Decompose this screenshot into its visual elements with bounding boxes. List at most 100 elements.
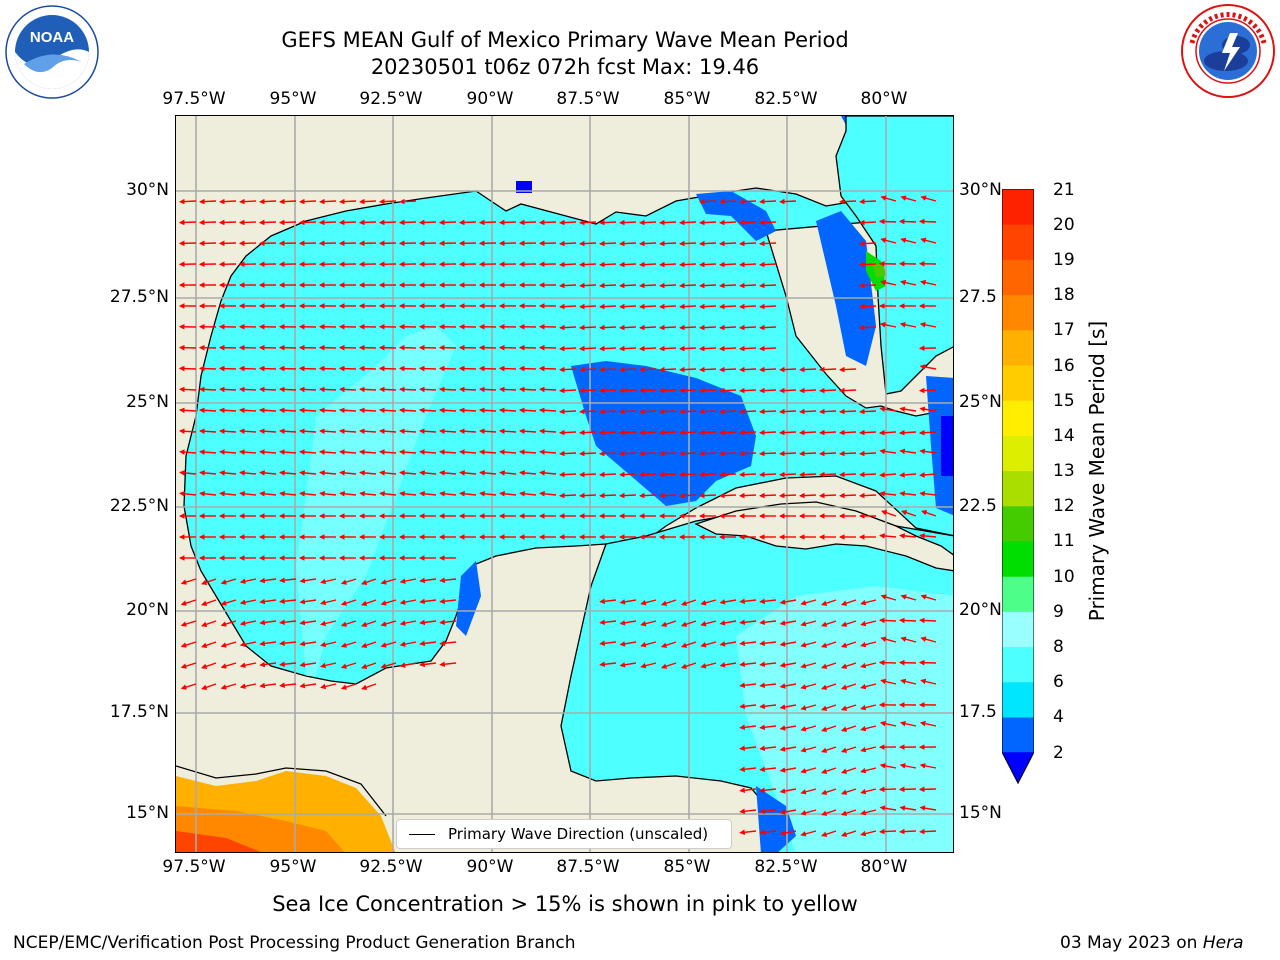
wave-arrow xyxy=(558,303,577,310)
wave-arrow xyxy=(378,449,397,455)
wave-arrow xyxy=(378,386,397,393)
wave-arrow xyxy=(478,386,497,393)
colorbar-tick: 12 xyxy=(1053,496,1075,516)
colorbar-tick: 2 xyxy=(1053,743,1064,763)
wave-arrow xyxy=(558,408,577,415)
wave-arrow xyxy=(738,303,757,310)
wave-arrow xyxy=(758,366,777,373)
wave-arrow xyxy=(858,429,877,436)
pale-region xyxy=(736,586,953,852)
wave-arrow xyxy=(638,345,657,352)
wave-arrow xyxy=(678,282,697,289)
wave-arrow xyxy=(698,366,717,373)
wave-arrow xyxy=(618,303,637,310)
wave-arrow xyxy=(220,641,237,648)
wave-arrow xyxy=(739,724,757,731)
wave-arrow xyxy=(598,345,617,352)
wave-arrow xyxy=(779,641,797,647)
wave-arrow xyxy=(779,767,797,773)
wave-arrow xyxy=(658,324,677,331)
wave-arrow xyxy=(458,449,477,455)
wave-arrow xyxy=(900,594,917,601)
wave-arrow xyxy=(518,219,537,226)
wave-arrow xyxy=(419,470,437,476)
wave-arrow xyxy=(438,428,457,435)
wave-arrow xyxy=(779,662,797,668)
wave-arrow xyxy=(239,490,257,497)
wave-arrow xyxy=(201,599,217,606)
wave-arrow xyxy=(700,662,717,669)
wave-arrow xyxy=(319,470,337,476)
wave-arrow xyxy=(180,683,197,690)
wave-arrow xyxy=(201,620,217,627)
wave-arrow xyxy=(259,661,277,668)
colorbar-tick: 13 xyxy=(1053,461,1075,481)
wave-arrow xyxy=(779,683,797,689)
wave-arrow xyxy=(759,724,777,731)
wave-arrow xyxy=(718,240,737,247)
wave-arrow xyxy=(898,429,917,436)
wave-arrow xyxy=(840,641,857,648)
wave-arrow xyxy=(698,429,717,436)
wave-arrow xyxy=(860,599,877,606)
wave-arrow xyxy=(678,261,697,268)
wave-arrow xyxy=(738,198,757,205)
wave-arrow xyxy=(660,641,677,648)
wave-arrow xyxy=(519,490,537,497)
wave-arrow xyxy=(380,599,397,606)
chart-title-line1: GEFS MEAN Gulf of Mexico Primary Wave Me… xyxy=(281,28,849,52)
wave-arrow xyxy=(919,472,937,478)
wave-arrow xyxy=(838,408,857,415)
colorbar-segment xyxy=(1002,541,1034,577)
wave-arrow xyxy=(698,492,717,499)
wave-arrow xyxy=(838,198,857,205)
wave-arrow xyxy=(759,640,777,647)
wave-arrow xyxy=(798,450,817,457)
wave-arrow xyxy=(258,428,277,435)
wave-arrow xyxy=(860,662,877,669)
wave-arrow xyxy=(578,366,597,373)
wave-arrow xyxy=(218,449,237,455)
wave-arrow xyxy=(718,492,737,499)
wave-arrow xyxy=(498,428,517,435)
wave-arrow xyxy=(678,387,697,394)
wave-arrow xyxy=(279,640,297,647)
wave-arrow xyxy=(879,322,897,328)
wave-arrow xyxy=(658,408,677,415)
wave-arrow xyxy=(918,659,937,666)
wave-arrow xyxy=(879,472,897,478)
wave-arrow xyxy=(618,282,637,289)
wave-arrow xyxy=(738,324,757,331)
wave-arrow xyxy=(800,809,817,816)
wave-arrow xyxy=(840,809,857,816)
wave-arrow xyxy=(759,598,777,605)
wave-arrow xyxy=(338,219,357,226)
under-range-patch xyxy=(941,416,953,476)
wave-arrow xyxy=(718,408,737,415)
wave-arrow xyxy=(201,683,217,690)
wave-arrow xyxy=(618,366,637,373)
lat-tick-right: 30°N xyxy=(959,180,1002,200)
wave-arrow xyxy=(739,829,757,836)
colorbar-title: Primary Wave Mean Period [s] xyxy=(1085,320,1109,622)
wave-arrow xyxy=(258,449,277,455)
wave-arrow xyxy=(598,408,617,415)
wave-arrow xyxy=(439,577,457,584)
wave-arrow xyxy=(879,533,897,539)
wave-arrow xyxy=(898,659,917,666)
wave-arrow xyxy=(598,324,617,331)
wave-arrow xyxy=(759,766,777,773)
wave-arrow xyxy=(238,386,257,393)
wave-arrow xyxy=(618,261,637,268)
wave-arrow xyxy=(919,720,937,727)
wave-arrow xyxy=(359,470,377,476)
wave-arrow xyxy=(759,745,777,752)
wave-arrow xyxy=(578,303,597,310)
wave-arrow xyxy=(920,279,937,286)
lon-tick-bottom: 82.5°W xyxy=(754,857,818,877)
map-panel: Primary Wave Direction (unscaled) xyxy=(175,115,954,853)
wave-arrow xyxy=(638,429,657,436)
colorbar-outline xyxy=(1001,188,1035,785)
wave-arrow xyxy=(318,407,337,414)
wave-arrow xyxy=(198,449,217,455)
